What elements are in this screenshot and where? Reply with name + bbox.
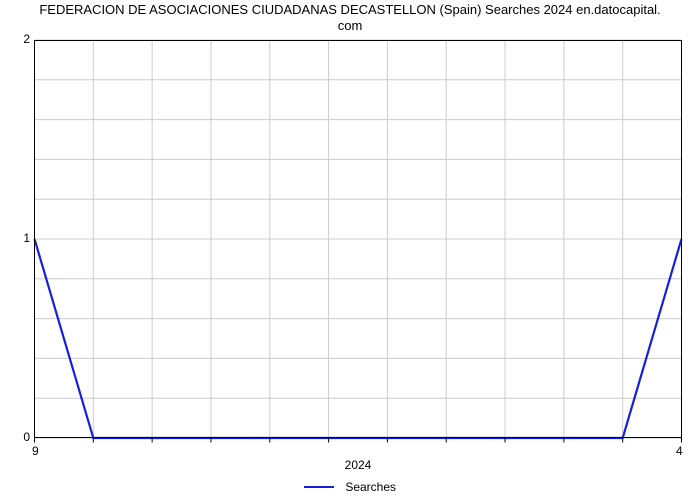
x-left-label: 9 <box>32 444 39 458</box>
chart-container: FEDERACION DE ASOCIACIONES CIUDADANAS DE… <box>0 0 700 500</box>
x-center-label: 2024 <box>345 458 372 472</box>
x-right-label: 4 <box>676 444 683 458</box>
legend-swatch <box>304 486 334 488</box>
chart-legend: Searches <box>0 479 700 494</box>
chart-plot-area <box>34 40 682 444</box>
y-tick-label: 0 <box>10 430 30 444</box>
y-tick-label: 1 <box>10 231 30 245</box>
y-tick-label: 2 <box>10 32 30 46</box>
legend-label: Searches <box>345 480 396 494</box>
chart-title: FEDERACION DE ASOCIACIONES CIUDADANAS DE… <box>0 2 700 35</box>
